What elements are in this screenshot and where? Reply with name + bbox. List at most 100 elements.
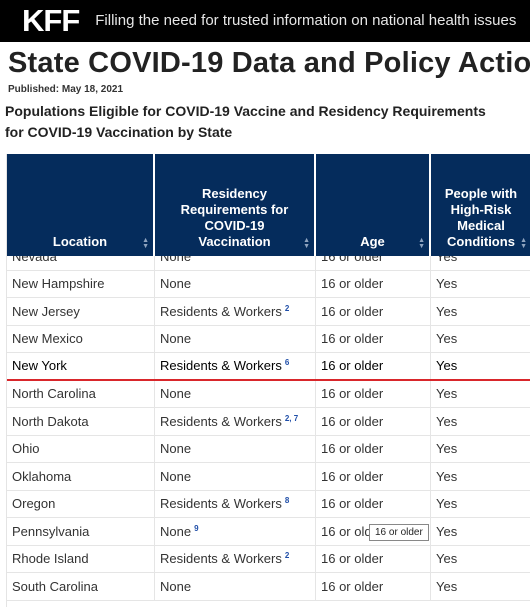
high-risk-cell: Yes xyxy=(431,353,530,379)
residency-cell: None xyxy=(155,435,316,462)
table-row: North Dakota Residents & Workers 2, 7 16 or… xyxy=(7,408,530,436)
age-cell: 16 or older xyxy=(316,435,431,462)
table-row: Pennsylvania None 9 16 or older Yes xyxy=(7,518,530,546)
residency-cell-text: Residents & Workers xyxy=(160,551,282,567)
table-header: Location ▲ ▼ Residency Requirements for C… xyxy=(7,154,530,256)
age-cell-text: 16 or older xyxy=(321,358,384,374)
table-body: Nevada None 16 or older Yes New Hampshire Non… xyxy=(7,243,530,601)
residency-cell: Residents & Workers 2 xyxy=(155,545,316,572)
residency-cell-text: None xyxy=(160,523,192,539)
high-risk-cell-text: Yes xyxy=(436,551,458,567)
sort-icon[interactable]: ▲ ▼ xyxy=(520,237,527,250)
column-header-residency[interactable]: Residency Requirements for COVID-19 Vacc… xyxy=(155,154,316,256)
table-row: Rhode Island Residents & Workers 2 16 or ol… xyxy=(7,545,530,573)
high-risk-cell: Yes xyxy=(431,491,530,518)
age-cell-text: 16 or older xyxy=(321,441,384,457)
high-risk-cell: Yes xyxy=(431,326,530,353)
location-cell-text: Ohio xyxy=(12,441,40,457)
location-cell: New Jersey xyxy=(7,298,155,325)
location-cell: Oregon xyxy=(7,490,155,517)
residency-cell-text: None xyxy=(160,441,192,457)
page-title: State COVID-19 Data and Policy Actions xyxy=(8,47,530,79)
residency-cell-text: None xyxy=(160,386,192,402)
age-cell: 16 or older xyxy=(316,408,431,435)
table-row: North Carolina None 16 or older Yes xyxy=(7,380,530,408)
location-cell-text: Rhode Island xyxy=(12,551,89,567)
location-cell: North Carolina xyxy=(7,380,155,407)
high-risk-cell: Yes xyxy=(431,463,530,490)
site-header: KFF Filling the need for trusted informa… xyxy=(0,0,530,42)
column-header-location[interactable]: Location ▲ ▼ xyxy=(7,154,155,256)
subtitle-line-1: Populations Eligible for COVID-19 Vaccin… xyxy=(5,103,486,119)
residency-cell-text: None xyxy=(160,331,192,347)
age-cell-text: 16 or older xyxy=(321,523,384,539)
sort-icon[interactable]: ▲ ▼ xyxy=(142,237,149,250)
location-cell: South Carolina xyxy=(7,573,155,600)
residency-cell: Residents & Workers 2 xyxy=(155,298,316,325)
age-cell: 16 or older xyxy=(316,325,431,352)
kff-logo[interactable]: KFF xyxy=(22,3,80,38)
age-cell-text: 16 or older xyxy=(321,413,384,429)
high-risk-cell-text: Yes xyxy=(436,386,458,402)
high-risk-cell: Yes xyxy=(431,298,530,325)
footnote-link[interactable]: 2, 7 xyxy=(284,413,299,423)
footnote-link[interactable]: 2 xyxy=(284,551,290,561)
residency-cell: None xyxy=(155,380,316,407)
sort-icon[interactable]: ▲ ▼ xyxy=(418,237,425,250)
footnote-link[interactable]: 8 xyxy=(284,496,290,506)
table-row: New Jersey Residents & Workers 2 16 or olde… xyxy=(7,298,530,326)
high-risk-cell: Yes xyxy=(431,436,530,463)
location-cell: Ohio xyxy=(7,435,155,462)
footnote-link[interactable]: 9 xyxy=(194,523,199,533)
table-row: New Mexico None 16 or older Yes xyxy=(7,325,530,353)
location-cell-text: New Hampshire xyxy=(12,276,105,292)
age-cell-text: 16 or older xyxy=(321,331,384,347)
column-label: Age xyxy=(360,234,385,249)
high-risk-cell-text: Yes xyxy=(436,303,458,319)
table-row: Ohio None 16 or older Yes xyxy=(7,435,530,463)
location-cell-text: North Carolina xyxy=(12,386,96,402)
residency-cell: None xyxy=(155,463,316,490)
residency-cell-text: None xyxy=(160,468,192,484)
table-row: New York Residents & Workers 6 16 or older Y… xyxy=(7,353,530,381)
column-header-age[interactable]: Age ▲ ▼ xyxy=(316,154,431,256)
high-risk-cell-text: Yes xyxy=(436,276,458,292)
age-cell-text: 16 or older xyxy=(321,386,384,402)
age-cell: 16 or older xyxy=(316,490,431,517)
age-cell: 16 or older xyxy=(316,545,431,572)
age-cell-text: 16 or older xyxy=(321,468,384,484)
high-risk-cell-text: Yes xyxy=(436,413,458,429)
column-label: Residency Requirements for COVID-19 Vacc… xyxy=(180,186,289,249)
sort-icon[interactable]: ▲ ▼ xyxy=(303,237,310,250)
high-risk-cell-text: Yes xyxy=(436,578,458,594)
high-risk-cell-text: Yes xyxy=(436,496,458,512)
footnote-link[interactable]: 2 xyxy=(284,303,290,313)
residency-cell: None xyxy=(155,573,316,600)
residency-cell: None 9 xyxy=(155,518,316,545)
age-cell: 16 or older xyxy=(316,298,431,325)
age-cell-text: 16 or older xyxy=(321,276,384,292)
location-cell-text: New Jersey xyxy=(12,303,80,319)
high-risk-cell-text: Yes xyxy=(436,441,458,457)
column-header-high-risk[interactable]: People with High-Risk Medical Conditions… xyxy=(431,154,530,256)
residency-cell: Residents & Workers 6 xyxy=(155,353,316,379)
location-cell: North Dakota xyxy=(7,408,155,435)
location-cell-text: South Carolina xyxy=(12,578,98,594)
residency-cell-text: None xyxy=(160,276,192,292)
high-risk-cell: Yes xyxy=(431,573,530,600)
residency-cell: Residents & Workers 2, 7 xyxy=(155,408,316,435)
age-cell: 16 or older xyxy=(316,463,431,490)
residency-cell-text: Residents & Workers xyxy=(160,413,282,429)
table-row: Oregon Residents & Workers 8 16 or older Yes xyxy=(7,490,530,518)
column-label: People with High-Risk Medical Conditions xyxy=(444,186,518,249)
column-label: Location xyxy=(52,234,108,249)
age-cell-text: 16 or older xyxy=(321,496,384,512)
age-cell-text: 16 or older xyxy=(321,578,384,594)
residency-cell: Residents & Workers 8 xyxy=(155,490,316,517)
location-cell: Pennsylvania xyxy=(7,518,155,545)
high-risk-cell: Yes xyxy=(431,518,530,545)
footnote-link[interactable]: 6 xyxy=(284,358,290,368)
data-table: Nevada None 16 or older Yes New Hampshire Non… xyxy=(6,154,530,607)
age-cell: 16 or older xyxy=(316,518,431,545)
table-row: Oklahoma None 16 or older Yes xyxy=(7,463,530,491)
